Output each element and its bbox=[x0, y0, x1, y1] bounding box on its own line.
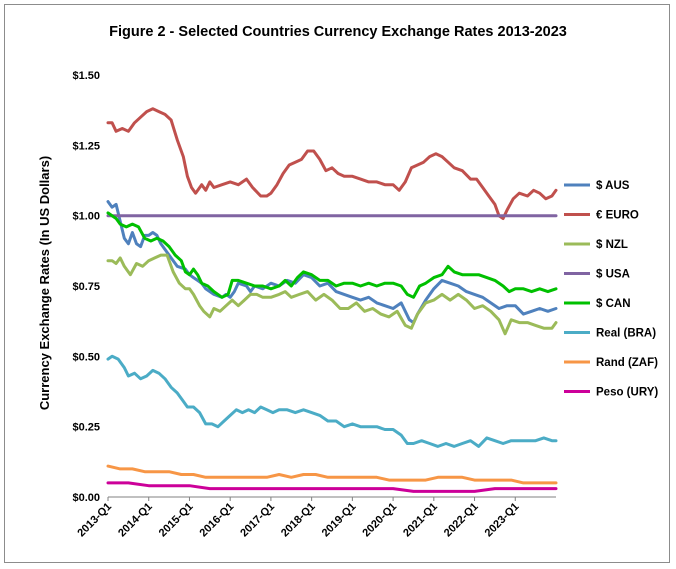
x-tick-label: 2019-Q1 bbox=[320, 501, 359, 540]
chart-title: Figure 2 - Selected Countries Currency E… bbox=[109, 24, 567, 40]
series-line-real-bra bbox=[106, 354, 558, 448]
legend-label: Peso (URY) bbox=[596, 387, 658, 399]
x-tick-label: 2015-Q1 bbox=[157, 501, 196, 540]
y-tick-label: $0.75 bbox=[72, 281, 100, 293]
series-line-peso-ury bbox=[106, 481, 558, 493]
y-axis-label: Currency Exchange Rates (In US Dollars) bbox=[37, 156, 52, 410]
legend-label: Rand (ZAF) bbox=[596, 357, 658, 369]
series-line-can bbox=[106, 211, 558, 299]
series-lines bbox=[106, 107, 558, 493]
x-tick-label: 2017-Q1 bbox=[238, 501, 277, 540]
legend-label: $ AUS bbox=[596, 180, 630, 192]
x-tick-label: 2013-Q1 bbox=[75, 501, 114, 540]
legend-label: $ CAN bbox=[596, 298, 631, 310]
legend-label: Real (BRA) bbox=[596, 328, 656, 340]
chart-frame bbox=[4, 4, 670, 563]
x-tick-label: 2022-Q1 bbox=[442, 501, 481, 540]
y-tick-label: $1.50 bbox=[72, 70, 100, 82]
y-tick-label: $0.50 bbox=[72, 351, 100, 363]
x-axis: 2013-Q1 2014-Q1 2015-Q1 2016-Q1 2017-Q1 2018-… bbox=[75, 496, 556, 540]
x-tick-label: 2014-Q1 bbox=[116, 501, 155, 540]
series-line-aus bbox=[106, 200, 558, 325]
series-line-nzl bbox=[106, 253, 558, 336]
legend: $ AUS € EURO $ NZL $ USA $ CAN Real (BRA) Rand… bbox=[564, 180, 658, 399]
x-tick-label: 2021-Q1 bbox=[401, 501, 440, 540]
series-line-rand-zaf bbox=[106, 464, 558, 485]
x-tick-label: 2016-Q1 bbox=[198, 501, 237, 540]
legend-label: $ USA bbox=[596, 269, 630, 281]
x-tick-label: 2020-Q1 bbox=[360, 501, 399, 540]
y-tick-label: $0.00 bbox=[72, 492, 100, 504]
y-tick-label: $0.25 bbox=[72, 422, 100, 434]
series-line-euro bbox=[106, 107, 558, 220]
legend-label: $ NZL bbox=[596, 239, 628, 251]
y-axis: $0.00 $0.25 $0.50 $0.75 $1.00 $1.25 $1.50 bbox=[72, 70, 100, 504]
x-tick-label: 2023-Q1 bbox=[483, 501, 522, 540]
y-tick-label: $1.25 bbox=[72, 140, 100, 152]
y-tick-label: $1.00 bbox=[72, 211, 100, 223]
legend-label: € EURO bbox=[596, 210, 639, 222]
x-tick-label: 2018-Q1 bbox=[279, 501, 318, 540]
